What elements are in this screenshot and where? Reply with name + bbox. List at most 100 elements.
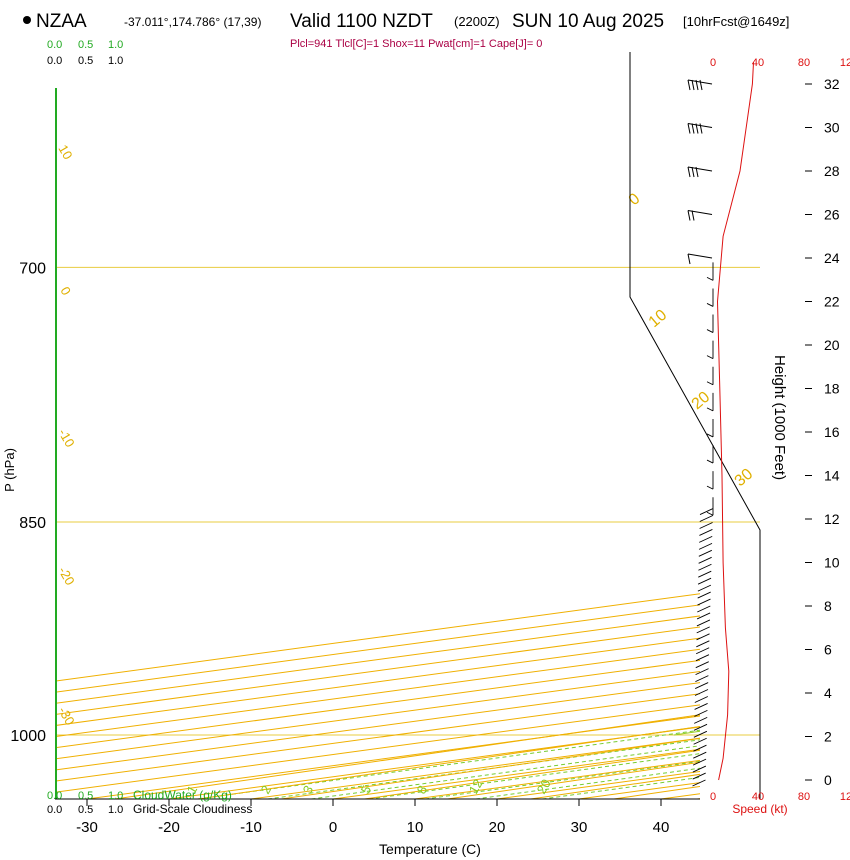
wind-barb-flag <box>691 79 695 91</box>
wind-barb-flag <box>691 166 695 178</box>
wind-barb-flag <box>691 210 695 221</box>
wind-barb-flag <box>695 79 699 91</box>
height-tick-label: 32 <box>824 76 840 92</box>
bottom-cloudiness-scale: 0.0 0.5 1.0 Grid-Scale Cloudiness <box>47 802 252 816</box>
temperature-curve <box>779 0 850 748</box>
wind-barb <box>694 696 708 703</box>
pressure-tick-label: 700 <box>19 260 46 277</box>
wind-barb <box>695 654 710 662</box>
pressure-axis-label: P (hPa) <box>2 448 17 492</box>
surface-dewpoint-marker <box>730 745 737 752</box>
station-dot-icon <box>23 16 31 24</box>
temperature-tick-label: -10 <box>240 819 262 836</box>
station-id: NZAA <box>36 11 87 32</box>
temperature-tick-label: 30 <box>571 819 588 836</box>
wind-barb-flag <box>706 407 714 412</box>
speed-axis-bottom: 0 40 80 12 Speed (kt) <box>710 791 850 816</box>
wind-barb <box>696 640 710 648</box>
wind-barb-flag <box>699 123 703 134</box>
wind-barb <box>697 605 711 613</box>
wind-barb-flag <box>706 303 714 307</box>
height-tick-label: 12 <box>824 511 840 527</box>
wind-barb <box>699 529 713 536</box>
height-tick-label: 2 <box>824 729 832 745</box>
wind-speed-profile <box>716 62 754 781</box>
wind-barb-flag <box>706 276 714 281</box>
isotherm-line <box>55 693 700 782</box>
cloudiness-label: Grid-Scale Cloudiness <box>133 802 252 816</box>
wind-barb-flag <box>687 123 691 134</box>
isotherm-line <box>578 782 700 799</box>
temperature-tick-label: -30 <box>76 819 98 836</box>
wind-barb <box>695 647 710 655</box>
wind-barb <box>694 703 708 710</box>
bottom-cloudiness-tick: 1.0 <box>108 804 123 816</box>
bottom-cloudwater-tick: 0.0 <box>47 790 62 802</box>
wind-barb-flag <box>706 485 714 490</box>
wind-barb-flag <box>687 79 691 91</box>
isotherm-line <box>55 670 700 760</box>
wind-barb-flag <box>687 253 691 265</box>
wind-barb-flag <box>687 210 691 221</box>
moist-adiabat-line <box>838 0 850 735</box>
wind-barb <box>693 744 707 752</box>
height-tick-label: 22 <box>824 294 840 310</box>
wind-barb <box>696 619 711 627</box>
isotherm-label: -20 <box>55 564 77 588</box>
pressure-tick-label: 1000 <box>10 728 46 745</box>
mixing-ratio-line <box>197 729 700 799</box>
wind-barb <box>692 758 707 766</box>
top-cloudwater-scale: 0.0 0.5 1.0 <box>47 39 123 51</box>
speed-tick: 80 <box>798 791 810 803</box>
speed-tick: 12 <box>840 57 850 69</box>
wind-barb <box>699 508 714 515</box>
bottom-cloudwater-tick: 1.0 <box>108 790 123 802</box>
temperature-tick-label: -20 <box>158 819 180 836</box>
height-tick-label: 26 <box>824 207 840 223</box>
wind-barb-flag <box>706 329 714 333</box>
wind-barb-flag <box>695 123 699 134</box>
bottom-cloudwater-scale: 0.0 0.5 1.0 CloudWater (g/Kg) <box>47 788 232 802</box>
height-tick-label: 6 <box>824 642 832 658</box>
isotherm-label: 10 <box>646 307 671 332</box>
utc-time: (2200Z) <box>454 14 500 29</box>
wind-barb-flag <box>687 166 691 178</box>
wind-barb <box>694 689 709 696</box>
temperature-tick-label: 0 <box>329 819 337 836</box>
wind-barb <box>687 166 713 172</box>
dry-adiabat-line <box>613 785 700 799</box>
isotherm-label: 0 <box>626 190 644 209</box>
isotherm-line <box>55 593 700 682</box>
mixing-ratio-label: 20 <box>534 776 554 796</box>
pressure-tick-label: 850 <box>19 515 46 532</box>
isotherm-line <box>55 615 700 704</box>
wind-barb <box>697 577 712 585</box>
valid-time: Valid 1100 NZDT <box>290 11 433 32</box>
wind-barb-flag <box>706 355 714 360</box>
wind-speed-line <box>716 62 754 781</box>
wind-barb <box>699 515 713 522</box>
height-tick-label: 0 <box>824 772 832 788</box>
wind-barb <box>696 626 710 634</box>
wind-barb-flag <box>691 123 695 134</box>
moist-adiabat-lines <box>641 0 850 736</box>
isotherm-line <box>496 770 700 799</box>
height-tick-label: 24 <box>824 250 840 266</box>
height-axis-label: Height (1000 Feet) <box>771 355 788 480</box>
wind-barb <box>693 730 708 738</box>
mixing-ratio-label: 8 <box>414 783 431 797</box>
wind-barb <box>696 612 711 620</box>
wind-barb <box>698 542 713 550</box>
top-cloudiness-tick: 0.0 <box>47 55 62 67</box>
wind-barb-flag <box>706 433 714 438</box>
top-cloudwater-tick: 0.0 <box>47 39 62 51</box>
top-cloudwater-tick: 0.5 <box>78 39 93 51</box>
plot-frame <box>55 52 761 800</box>
height-tick-label: 18 <box>824 381 840 397</box>
surface-temperature-marker <box>775 745 782 752</box>
wind-barb <box>699 522 713 529</box>
isotherm-labels: 10 0 -10 -20 -30 0 10 20 30 <box>55 142 756 728</box>
forecast-info: [10hrFcst@1649z] <box>683 14 789 29</box>
height-tick-label: 10 <box>824 555 840 571</box>
